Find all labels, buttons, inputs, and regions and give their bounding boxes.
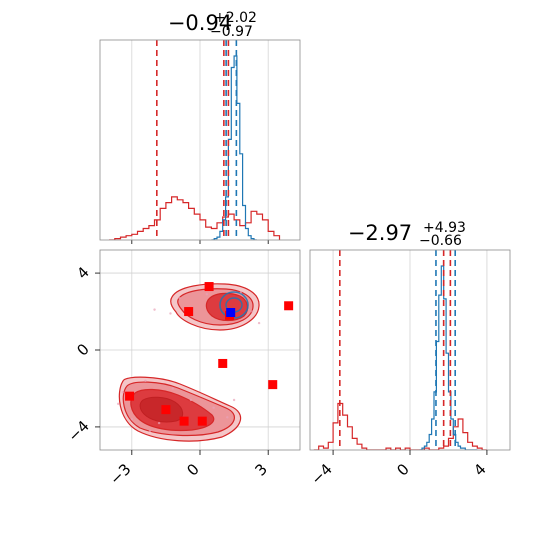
joint-y-ticks: −4 0 4 (64, 263, 100, 445)
sample-dot-16 (157, 421, 161, 425)
chain-point-5 (125, 391, 135, 401)
top-grid (131, 40, 269, 244)
chain-point-4 (268, 380, 278, 390)
chain-point-1 (184, 307, 194, 317)
chain-point-3 (218, 358, 228, 368)
sample-dot-13 (153, 308, 156, 311)
right-xtick-label-1: 0 (393, 460, 412, 479)
chain-point-2 (284, 301, 294, 311)
sample-dot-9 (169, 312, 172, 315)
sample-dot-1 (116, 402, 120, 406)
right-x-ticks: −4 0 4 (308, 450, 490, 488)
joint-ytick-label-1: 0 (73, 340, 92, 359)
joint-xtick-label-0: −3 (106, 460, 134, 488)
sample-dot-8 (178, 296, 181, 300)
hist-series-0 (109, 196, 281, 240)
sample-dot-17 (232, 398, 236, 402)
top-histograms (109, 40, 281, 240)
chain-point-8 (197, 416, 207, 426)
sample-dot-5 (212, 406, 215, 409)
sample-dot-15 (130, 418, 134, 421)
joint-contours (116, 283, 261, 442)
sample-dot-6 (226, 416, 229, 419)
right-grid (332, 250, 488, 450)
hist-series-0 (313, 402, 487, 450)
sample-dot-14 (257, 321, 261, 325)
sample-dot-7 (148, 429, 152, 432)
panel-marginal-x: −0.94 +2.02 −0.97 (99, 10, 301, 244)
joint-ytick-label-2: 4 (73, 263, 92, 282)
sample-dot-10 (251, 310, 254, 313)
top-frame (99, 39, 301, 241)
panel-marginal-y: −4 0 4 −2.97 +4.93 −0.66 (308, 220, 511, 488)
right-title-sub: −0.66 (419, 233, 462, 249)
hist-series-1 (211, 55, 257, 240)
sample-dot-0 (121, 391, 124, 394)
joint-ytick-label-0: −4 (64, 417, 92, 445)
right-xtick-label-0: −4 (308, 460, 336, 488)
right-histograms (313, 250, 487, 450)
chain-point-7 (179, 416, 189, 426)
contour-cluster-a-core (139, 396, 184, 423)
hist-series-1 (419, 265, 478, 450)
top-title-sub: −0.97 (210, 24, 253, 40)
panel-joint: −3 0 3 −4 0 4 (64, 249, 301, 488)
joint-xtick-label-2: 3 (252, 460, 271, 479)
joint-x-ticks: −3 0 3 (106, 450, 271, 488)
sample-dot-11 (239, 291, 243, 294)
right-title-main: −2.97 (348, 221, 412, 245)
sample-dot-2 (144, 379, 147, 382)
sample-dot-3 (171, 387, 174, 390)
right-title: −2.97 (348, 221, 412, 245)
chain-point-0 (204, 282, 214, 292)
right-title-sup: +4.93 (423, 220, 466, 236)
top-title: −0.94 (168, 11, 232, 35)
sample-dot-12 (205, 293, 209, 296)
truth-point (226, 308, 236, 317)
top-title-main: −0.94 (168, 11, 232, 35)
sample-dot-4 (189, 398, 193, 402)
joint-points (125, 282, 294, 426)
right-xtick-label-2: 4 (470, 460, 489, 479)
joint-xtick-label-1: 0 (183, 460, 202, 479)
chain-point-6 (161, 405, 171, 415)
top-title-sup: +2.02 (214, 10, 257, 26)
